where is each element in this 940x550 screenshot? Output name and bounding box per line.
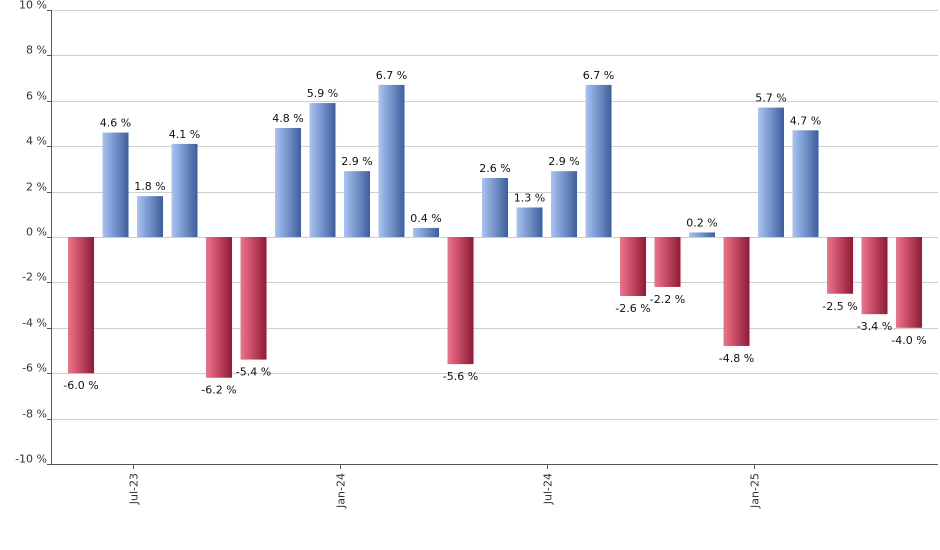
- bar: [240, 237, 267, 360]
- data-label: -3.4 %: [857, 320, 892, 333]
- y-tick-label: 4 %: [26, 135, 47, 148]
- bar: [206, 237, 232, 378]
- bar: [137, 196, 163, 237]
- y-tick-label: 6 %: [26, 90, 47, 103]
- data-label: 5.9 %: [307, 87, 338, 100]
- bar: [827, 237, 853, 294]
- data-label: 1.8 %: [134, 180, 165, 193]
- data-label: 6.7 %: [376, 69, 407, 82]
- bar: [447, 237, 474, 365]
- data-label: 4.6 %: [100, 117, 131, 130]
- gridlines: [51, 10, 938, 465]
- bar: [516, 207, 543, 237]
- data-label: -2.2 %: [650, 293, 685, 306]
- bar: [378, 84, 405, 237]
- data-label: -2.5 %: [822, 300, 857, 313]
- bar: [275, 128, 301, 237]
- data-label: 2.9 %: [341, 155, 372, 168]
- bar: [896, 237, 922, 328]
- bar: [792, 130, 819, 237]
- bars: [68, 84, 922, 378]
- y-axis-tick-labels: 10 % 8 % 6 % 4 % 2 % 0 % -2 % -4 % -6 % -8 % -10 %: [15, 0, 51, 466]
- data-label: 2.9 %: [548, 155, 579, 168]
- data-label: 2.6 %: [479, 162, 510, 175]
- y-tick-label: -10 %: [15, 453, 47, 466]
- bar: [620, 237, 646, 297]
- bar: [689, 232, 715, 237]
- y-tick-label: 0 %: [26, 226, 47, 239]
- data-labels: -6.0 % 4.6 % 1.8 % 4.1 % -6.2 %-5.4 % 4.8 % 5.…: [63, 69, 926, 397]
- y-tick-label: 8 %: [26, 44, 47, 57]
- x-tick-label: Jan-24: [335, 473, 348, 509]
- bar: [344, 171, 370, 237]
- data-label: 5.7 %: [755, 92, 786, 105]
- data-label: -2.6 %: [615, 302, 650, 315]
- data-label: -6.0 %: [63, 379, 98, 392]
- data-label: 6.7 %: [583, 69, 614, 82]
- data-label: 0.4 %: [410, 212, 441, 225]
- data-label: -5.4 %: [236, 366, 271, 379]
- bar: [68, 237, 94, 374]
- bar: [585, 84, 612, 237]
- y-tick-label: 2 %: [26, 181, 47, 194]
- x-tick-label: Jul-23: [128, 473, 141, 505]
- bar: [309, 103, 336, 237]
- bar: [413, 227, 439, 237]
- data-label: 4.7 %: [790, 114, 821, 127]
- x-axis-tick-labels: Jul-23 Jan-24 Jul-24 Jan-25: [128, 464, 762, 509]
- data-label: -5.6 %: [443, 370, 478, 383]
- y-tick-label: 10 %: [19, 0, 47, 12]
- data-label: 0.2 %: [686, 216, 717, 229]
- y-tick-label: -6 %: [22, 362, 47, 375]
- data-label: -4.0 %: [891, 334, 926, 347]
- data-label: -6.2 %: [201, 384, 236, 397]
- bar: [758, 107, 784, 237]
- data-label: 1.3 %: [514, 191, 545, 204]
- x-tick-label: Jul-24: [542, 473, 555, 505]
- bar: [482, 177, 508, 237]
- bar: [171, 143, 198, 237]
- x-tick-label: Jan-25: [749, 473, 762, 509]
- bar: [551, 171, 577, 237]
- y-tick-label: -8 %: [22, 408, 47, 421]
- bar: [723, 237, 750, 346]
- bar: [102, 132, 129, 237]
- data-label: 4.8 %: [272, 112, 303, 125]
- data-label: 4.1 %: [169, 128, 200, 141]
- bar: [861, 237, 888, 315]
- y-tick-label: -4 %: [22, 317, 47, 330]
- y-tick-label: -2 %: [22, 271, 47, 284]
- bar: [654, 237, 681, 287]
- data-label: -4.8 %: [719, 352, 754, 365]
- axes: [51, 10, 938, 465]
